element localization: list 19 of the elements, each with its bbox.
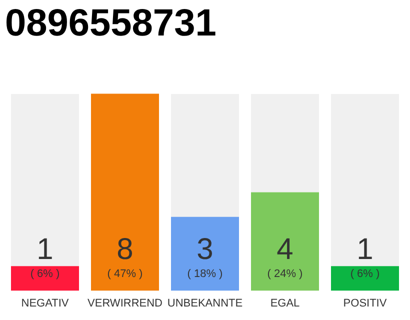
- bar: [91, 94, 159, 291]
- annotation: ( 6% ): [350, 268, 380, 280]
- annotation: ( 18% ): [187, 268, 223, 280]
- chart-title: 0896558731: [5, 2, 216, 44]
- bar: [11, 266, 79, 291]
- data-label: 8: [116, 232, 134, 266]
- data-label: 3: [196, 232, 214, 266]
- x-tick-label: VERWIRREND: [88, 297, 163, 310]
- data-label: 1: [36, 232, 54, 266]
- annotation: ( 24% ): [267, 268, 303, 280]
- x-tick-label: UNBEKANNTE: [167, 297, 243, 310]
- annotation: ( 6% ): [30, 268, 60, 280]
- x-tick-label: POSITIV: [343, 297, 388, 310]
- data-label: 1: [356, 232, 374, 266]
- x-tick-label: EGAL: [270, 297, 300, 310]
- bar: [331, 266, 399, 291]
- data-label: 4: [276, 232, 294, 266]
- x-tick-label: NEGATIV: [21, 297, 70, 310]
- annotation: ( 47% ): [107, 268, 143, 280]
